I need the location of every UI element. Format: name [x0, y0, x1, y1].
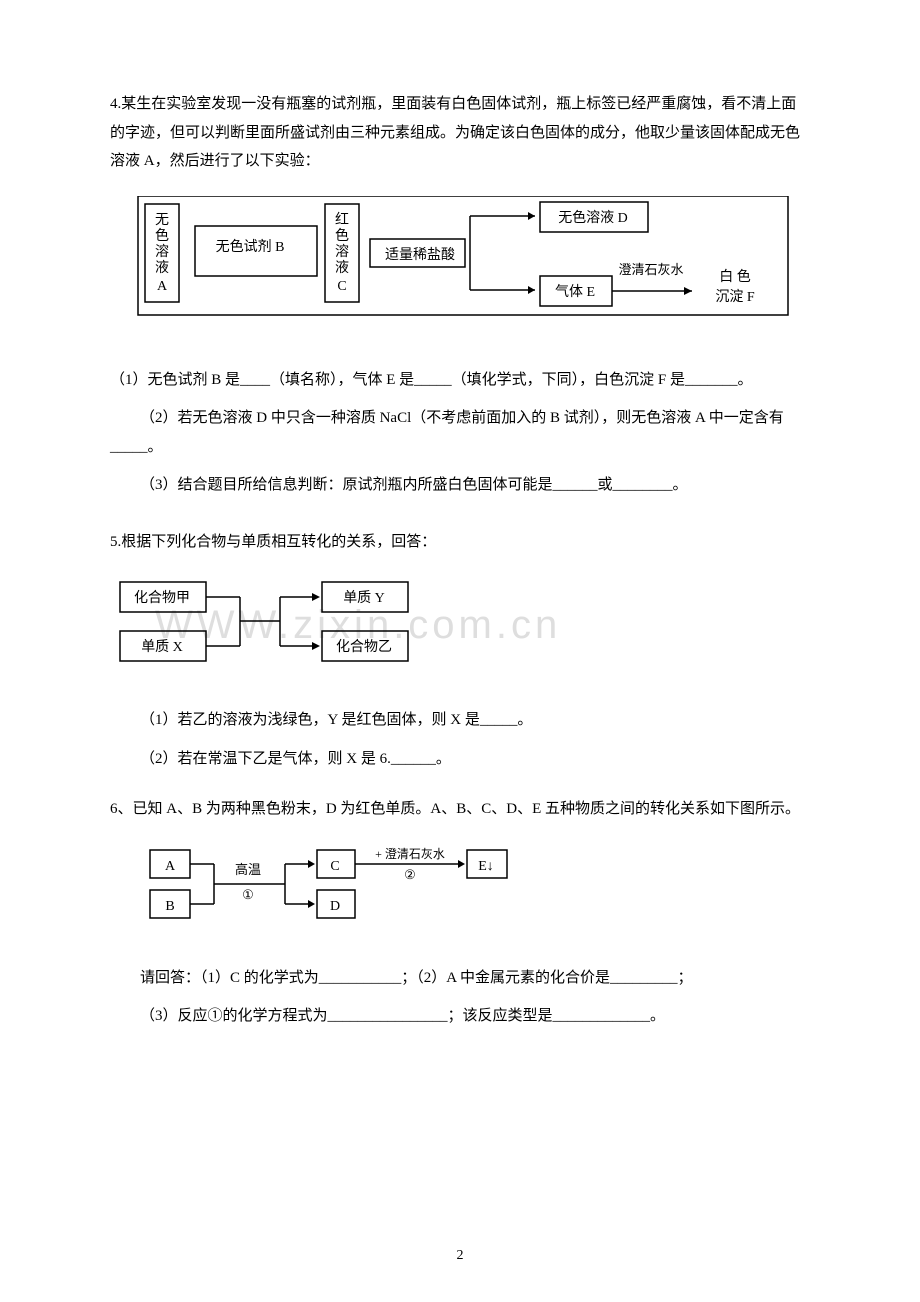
svg-text:无色试剂 B: 无色试剂 B: [216, 238, 285, 255]
svg-text:①: ①: [242, 887, 254, 902]
svg-text:溶: 溶: [155, 244, 169, 260]
svg-text:气体 E: 气体 E: [555, 284, 595, 300]
svg-text:E↓: E↓: [478, 859, 494, 874]
page-number: 2: [457, 1248, 464, 1264]
svg-text:A: A: [157, 279, 168, 294]
svg-text:色: 色: [335, 227, 349, 244]
q4-diagram: 无 色 溶 液 A 无色试剂 B 红 色 溶 液 C 适量稀盐酸 无色溶液 D …: [110, 196, 810, 341]
q4-intro: 4.某生在实验室发现一没有瓶塞的试剂瓶，里面装有白色固体试剂，瓶上标签已经严重腐…: [110, 90, 810, 176]
svg-text:无: 无: [155, 213, 169, 228]
svg-text:沉淀 F: 沉淀 F: [715, 289, 754, 305]
svg-text:高温: 高温: [235, 862, 261, 877]
svg-text:白 色: 白 色: [719, 268, 751, 285]
q5-intro: 5.根据下列化合物与单质相互转化的关系，回答：: [110, 528, 810, 557]
svg-text:单质 X: 单质 X: [141, 639, 183, 655]
q6-intro: 6、已知 A、B 为两种黑色粉末，D 为红色单质。A、B、C、D、E 五种物质之…: [110, 795, 810, 824]
svg-text:C: C: [337, 279, 346, 294]
q5-sub2: （2）若在常温下乙是气体，则 X 是 6.______。: [110, 745, 810, 774]
svg-text:+ 澄清石灰水: + 澄清石灰水: [375, 846, 445, 861]
q4-sub3: （3）结合题目所给信息判断：原试剂瓶内所盛白色固体可能是______或_____…: [110, 471, 810, 500]
svg-text:液: 液: [335, 260, 349, 276]
svg-text:无色溶液 D: 无色溶液 D: [558, 209, 628, 226]
svg-text:液: 液: [155, 260, 169, 276]
q5-sub1: （1）若乙的溶液为浅绿色，Y 是红色固体，则 X 是_____。: [110, 706, 810, 735]
svg-text:色: 色: [155, 227, 169, 244]
svg-text:A: A: [165, 859, 176, 874]
q5-diagram: 化合物甲 单质 X 单质 Y 化合物乙: [110, 576, 810, 681]
svg-text:②: ②: [404, 867, 416, 882]
svg-text:溶: 溶: [335, 244, 349, 260]
svg-text:C: C: [330, 859, 339, 874]
svg-text:单质 Y: 单质 Y: [343, 590, 385, 606]
q6-sub2: （3）反应①的化学方程式为________________；该反应类型是____…: [110, 1002, 810, 1031]
svg-text:适量稀盐酸: 适量稀盐酸: [385, 247, 455, 263]
svg-text:澄清石灰水: 澄清石灰水: [618, 262, 683, 277]
q6-sub1: 请回答：（1）C 的化学式为___________；（2）A 中金属元素的化合价…: [110, 964, 810, 993]
q4-sub2: （2）若无色溶液 D 中只含一种溶质 NaCl（不考虑前面加入的 B 试剂），则…: [110, 404, 810, 461]
q4-sub1: （1）无色试剂 B 是____（填名称），气体 E 是_____（填化学式，下同…: [110, 366, 810, 395]
svg-text:化合物甲: 化合物甲: [134, 590, 190, 606]
svg-text:B: B: [165, 899, 174, 914]
svg-text:化合物乙: 化合物乙: [336, 639, 392, 655]
svg-text:红: 红: [335, 212, 349, 228]
svg-text:D: D: [330, 899, 340, 914]
q6-diagram: A B 高温 ① C D + 澄清石灰水 ② E↓: [110, 844, 810, 939]
